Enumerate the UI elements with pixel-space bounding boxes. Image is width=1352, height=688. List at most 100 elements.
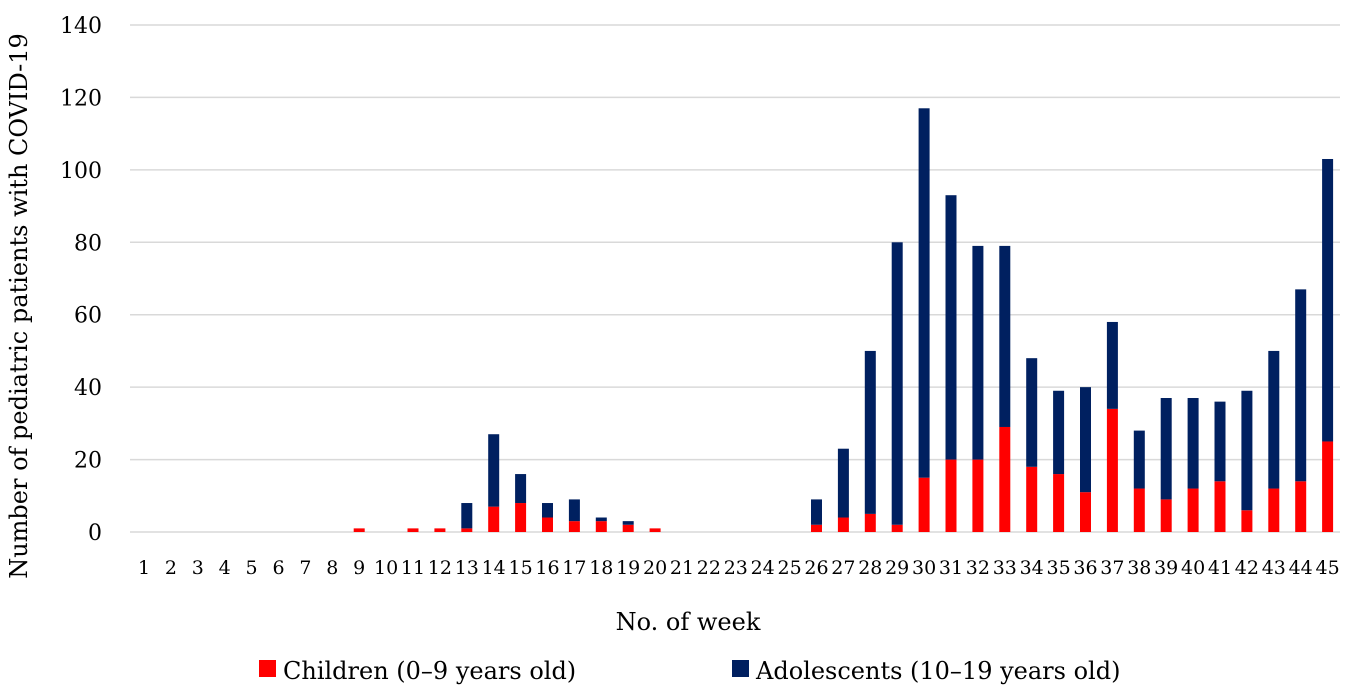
bar-adolescents-week-14 (488, 434, 500, 507)
bar-children-week-13 (461, 528, 473, 532)
bar-children-week-32 (972, 459, 984, 532)
legend: Children (0–9 years old) Adolescents (10… (259, 657, 1120, 685)
x-tick-label: 45 (1316, 557, 1340, 579)
bar-adolescents-week-30 (918, 108, 930, 478)
x-tick-label: 36 (1073, 557, 1097, 579)
x-tick-label: 29 (885, 557, 909, 579)
bar-children-week-35 (1053, 474, 1065, 532)
legend-label-adolescents: Adolescents (10–19 years old) (755, 657, 1120, 685)
x-tick-label: 3 (192, 557, 204, 579)
y-tick-label: 120 (60, 86, 102, 111)
x-tick-label: 5 (246, 557, 258, 579)
bar-children-week-18 (595, 521, 607, 532)
legend-swatch-children (259, 660, 276, 677)
bar-adolescents-week-29 (891, 242, 903, 525)
x-tick-label: 30 (912, 557, 936, 579)
bar-children-week-45 (1322, 441, 1334, 532)
bar-adolescents-week-36 (1080, 387, 1091, 493)
x-tick-label: 10 (374, 557, 398, 579)
bar-adolescents-week-32 (972, 245, 984, 460)
x-tick-label: 1 (138, 557, 150, 579)
x-tick-label: 13 (455, 557, 479, 579)
bar-children-week-14 (488, 506, 500, 532)
bar-children-week-40 (1187, 488, 1199, 532)
y-axis-label: Number of pediatric patients with COVID-… (5, 33, 33, 579)
y-tick-label: 0 (88, 521, 102, 546)
bar-children-week-44 (1295, 481, 1307, 532)
x-tick-label: 34 (1020, 557, 1044, 579)
x-tick-label: 14 (482, 557, 506, 579)
legend-swatch-adolescents (732, 660, 749, 677)
y-tick-label: 40 (74, 376, 102, 401)
x-tick-label: 28 (858, 557, 882, 579)
bar-children-week-31 (945, 459, 957, 532)
bar-adolescents-week-28 (864, 350, 876, 514)
bar-adolescents-week-33 (999, 245, 1011, 427)
bar-adolescents-week-18 (595, 517, 607, 522)
x-tick-label: 19 (616, 557, 640, 579)
x-tick-label: 20 (643, 557, 667, 579)
bar-adolescents-week-38 (1133, 430, 1145, 489)
bar-adolescents-week-17 (568, 499, 580, 522)
x-tick-label: 22 (697, 557, 721, 579)
bar-adolescents-week-40 (1187, 398, 1199, 489)
x-tick-label: 18 (589, 557, 613, 579)
bar-children-week-12 (434, 528, 446, 532)
bar-children-week-9 (353, 528, 365, 532)
x-tick-label: 23 (724, 557, 748, 579)
bar-children-week-37 (1106, 408, 1118, 532)
x-tick-label: 42 (1235, 557, 1259, 579)
bar-adolescents-week-37 (1106, 321, 1118, 409)
bar-adolescents-week-31 (945, 195, 957, 460)
x-tick-label: 26 (804, 557, 828, 579)
bar-children-week-41 (1214, 481, 1226, 532)
bar-adolescents-week-15 (515, 474, 527, 504)
bar-children-week-26 (811, 524, 822, 532)
x-tick-label: 15 (509, 557, 533, 579)
bar-children-week-29 (891, 524, 903, 532)
bar-adolescents-week-16 (542, 503, 553, 518)
bar-children-week-38 (1133, 488, 1145, 532)
y-tick-label: 140 (60, 14, 102, 39)
x-tick-label: 21 (670, 557, 694, 579)
x-tick-label: 17 (562, 557, 586, 579)
legend-label-children: Children (0–9 years old) (283, 657, 576, 685)
x-tick-label: 44 (1289, 557, 1313, 579)
bar-children-week-34 (1026, 466, 1038, 532)
bar-children-week-30 (918, 477, 930, 532)
bar-children-week-28 (864, 513, 876, 532)
x-tick-label: 16 (535, 557, 559, 579)
x-tick-label: 33 (993, 557, 1017, 579)
bar-adolescents-week-39 (1160, 398, 1172, 500)
x-axis-ticks: 1 2 3 4 5 6 7 8 9 10 11 12 13 14 15 16 17 18 19 20 21 22 23 24 2… (138, 557, 1340, 579)
bar-adolescents-week-45 (1322, 158, 1334, 442)
bar-children-week-17 (568, 521, 580, 532)
y-tick-label: 80 (74, 231, 102, 256)
bar-adolescents-week-19 (622, 521, 634, 525)
bar-adolescents-week-13 (461, 503, 473, 529)
x-tick-label: 9 (353, 557, 365, 579)
bar-adolescents-week-35 (1053, 390, 1065, 475)
x-tick-label: 7 (299, 557, 311, 579)
bar-adolescents-week-26 (811, 499, 822, 525)
bar-children-week-19 (622, 524, 634, 532)
bar-children-week-39 (1160, 499, 1172, 532)
x-tick-label: 2 (165, 557, 177, 579)
bars (353, 108, 1334, 532)
x-tick-label: 4 (219, 557, 231, 579)
x-tick-label: 39 (1154, 557, 1178, 579)
bar-children-week-27 (837, 517, 849, 532)
x-tick-label: 40 (1181, 557, 1205, 579)
x-tick-label: 8 (326, 557, 338, 579)
x-tick-label: 24 (751, 557, 775, 579)
bar-children-week-16 (542, 517, 553, 532)
bar-adolescents-week-43 (1268, 350, 1280, 489)
x-tick-label: 12 (428, 557, 452, 579)
x-tick-label: 6 (272, 557, 284, 579)
bar-adolescents-week-44 (1295, 289, 1307, 482)
bar-children-week-36 (1080, 492, 1091, 532)
x-axis-label: No. of week (616, 608, 761, 636)
x-tick-label: 38 (1127, 557, 1151, 579)
bar-adolescents-week-27 (837, 448, 849, 518)
